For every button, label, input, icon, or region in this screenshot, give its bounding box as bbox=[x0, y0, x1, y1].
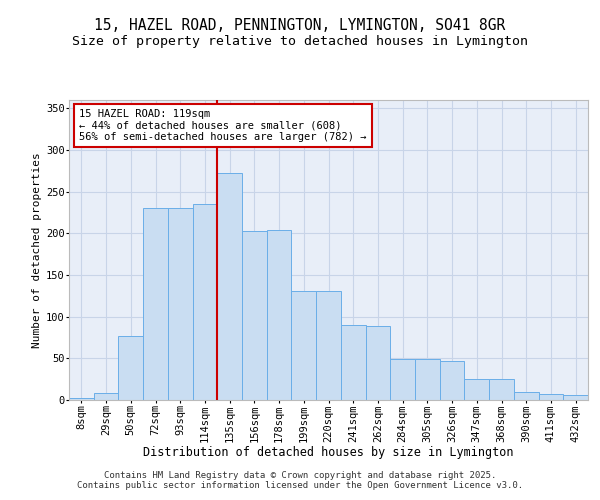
Text: 15 HAZEL ROAD: 119sqm
← 44% of detached houses are smaller (608)
56% of semi-det: 15 HAZEL ROAD: 119sqm ← 44% of detached … bbox=[79, 109, 367, 142]
Text: 15, HAZEL ROAD, PENNINGTON, LYMINGTON, SO41 8GR: 15, HAZEL ROAD, PENNINGTON, LYMINGTON, S… bbox=[94, 18, 506, 32]
Bar bbox=[143, 208, 168, 400]
Bar bbox=[292, 291, 316, 400]
Text: Contains HM Land Registry data © Crown copyright and database right 2025.
Contai: Contains HM Land Registry data © Crown c… bbox=[77, 470, 523, 490]
Bar bbox=[563, 395, 588, 400]
Bar bbox=[217, 172, 242, 400]
Bar bbox=[242, 231, 267, 400]
Y-axis label: Number of detached properties: Number of detached properties bbox=[32, 152, 42, 348]
Bar bbox=[365, 326, 390, 400]
Bar bbox=[464, 379, 489, 400]
Bar bbox=[118, 336, 143, 400]
Bar bbox=[514, 392, 539, 400]
Text: Size of property relative to detached houses in Lymington: Size of property relative to detached ho… bbox=[72, 35, 528, 48]
X-axis label: Distribution of detached houses by size in Lymington: Distribution of detached houses by size … bbox=[143, 446, 514, 459]
Bar bbox=[193, 204, 217, 400]
Bar bbox=[539, 394, 563, 400]
Bar bbox=[69, 398, 94, 400]
Bar bbox=[267, 230, 292, 400]
Bar bbox=[341, 325, 365, 400]
Bar bbox=[168, 208, 193, 400]
Bar bbox=[94, 394, 118, 400]
Bar bbox=[316, 291, 341, 400]
Bar bbox=[415, 359, 440, 400]
Bar bbox=[489, 379, 514, 400]
Bar bbox=[390, 359, 415, 400]
Bar bbox=[440, 361, 464, 400]
